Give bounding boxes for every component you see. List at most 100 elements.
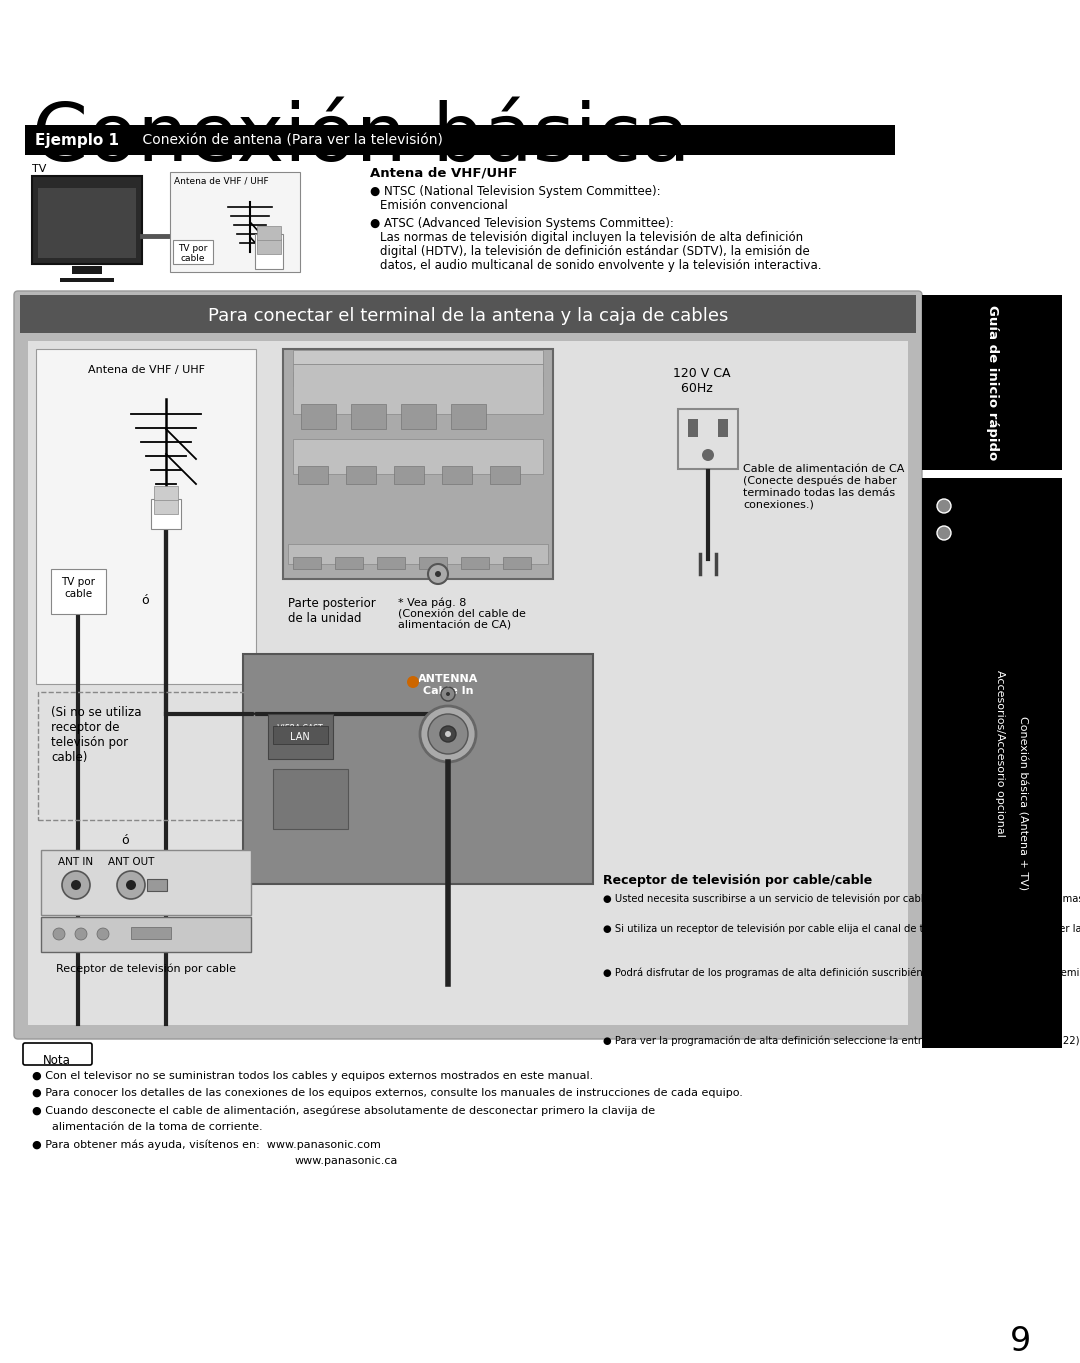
Bar: [72, 266, 102, 274]
Bar: [25, 125, 895, 155]
Circle shape: [428, 564, 448, 583]
Text: Nota: Nota: [43, 1054, 71, 1067]
Bar: [154, 499, 178, 514]
Text: Parte posterior
de la unidad: Parte posterior de la unidad: [288, 597, 376, 626]
Text: Las normas de televisión digital incluyen la televisión de alta definición: Las normas de televisión digital incluye…: [380, 230, 804, 244]
Circle shape: [407, 676, 419, 688]
Bar: [301, 403, 336, 429]
Bar: [293, 350, 543, 364]
Bar: [377, 557, 405, 568]
Text: Receptor de televisión por cable: Receptor de televisión por cable: [56, 964, 237, 975]
Bar: [131, 927, 171, 939]
Text: ● Usted necesita suscribirse a un servicio de televisión por cable para poder ve: ● Usted necesita suscribirse a un servic…: [603, 894, 1080, 905]
Bar: [173, 240, 213, 264]
Text: alimentación de la toma de corriente.: alimentación de la toma de corriente.: [52, 1122, 262, 1133]
Circle shape: [702, 448, 714, 461]
Bar: [268, 714, 333, 759]
Text: Conexión básica: Conexión básica: [32, 99, 690, 179]
Text: www.panasonic.ca: www.panasonic.ca: [295, 1156, 399, 1165]
Text: ● ATSC (Advanced Television Systems Committee):: ● ATSC (Advanced Television Systems Comm…: [370, 217, 674, 230]
Bar: [21, 294, 916, 333]
Circle shape: [441, 687, 455, 701]
FancyBboxPatch shape: [14, 290, 922, 1039]
Text: ● Para ver la programación de alta definición seleccione la entrada de vídeo cor: ● Para ver la programación de alta defin…: [603, 1036, 1080, 1047]
Bar: [451, 403, 486, 429]
FancyBboxPatch shape: [23, 1043, 92, 1065]
Text: TV: TV: [32, 164, 46, 174]
Circle shape: [440, 726, 456, 741]
Bar: [293, 364, 543, 414]
Bar: [243, 654, 593, 885]
Bar: [273, 769, 348, 829]
Text: Accesorios/Accesorio opcional: Accesorios/Accesorio opcional: [995, 669, 1005, 837]
Text: Antena de VHF / UHF: Antena de VHF / UHF: [174, 177, 269, 185]
Bar: [257, 239, 281, 254]
Bar: [38, 692, 254, 821]
Circle shape: [97, 928, 109, 940]
Text: digital (HDTV), la televisión de definición estándar (SDTV), la emisión de: digital (HDTV), la televisión de definic…: [380, 245, 810, 258]
Bar: [36, 349, 256, 684]
Text: ● Con el televisor no se suministran todos los cables y equipos externos mostrad: ● Con el televisor no se suministran tod…: [32, 1071, 593, 1081]
Bar: [351, 403, 386, 429]
Text: * Vea pág. 8
(Conexión del cable de
alimentación de CA): * Vea pág. 8 (Conexión del cable de alim…: [399, 597, 526, 631]
Text: Cable de alimentación de CA
(Conecte después de haber
terminado todas las demás
: Cable de alimentación de CA (Conecte des…: [743, 463, 904, 510]
Bar: [38, 188, 136, 258]
Text: Receptor de televisión por cable/cable: Receptor de televisión por cable/cable: [603, 874, 873, 887]
Bar: [298, 466, 328, 484]
Bar: [346, 466, 376, 484]
Bar: [394, 466, 424, 484]
Bar: [147, 879, 167, 891]
Text: ANT OUT: ANT OUT: [108, 857, 154, 867]
Circle shape: [445, 731, 451, 737]
Circle shape: [937, 499, 951, 512]
Bar: [154, 487, 178, 500]
Text: ANT IN: ANT IN: [58, 857, 94, 867]
Text: 9: 9: [1010, 1325, 1030, 1358]
Text: ó: ó: [141, 594, 149, 607]
Bar: [678, 409, 738, 469]
Circle shape: [53, 928, 65, 940]
Bar: [419, 557, 447, 568]
Bar: [170, 172, 300, 273]
Text: ● Cuando desconecte el cable de alimentación, asegúrese absolutamente de descone: ● Cuando desconecte el cable de alimenta…: [32, 1105, 656, 1115]
Bar: [60, 278, 114, 282]
Text: ANTENNA
Cable In: ANTENNA Cable In: [418, 673, 478, 695]
Bar: [293, 372, 543, 386]
Bar: [288, 544, 548, 564]
Bar: [401, 403, 436, 429]
Bar: [151, 499, 181, 529]
Text: VIERA CAST: VIERA CAST: [278, 724, 323, 733]
Bar: [293, 439, 543, 474]
Text: ó: ó: [121, 834, 129, 846]
Bar: [28, 341, 908, 1025]
Bar: [922, 478, 1062, 1048]
Text: LAN: LAN: [291, 732, 310, 741]
Text: ● Para obtener más ayuda, visítenos en:  www.panasonic.com: ● Para obtener más ayuda, visítenos en: …: [32, 1139, 381, 1149]
Text: Antena de VHF / UHF: Antena de VHF / UHF: [87, 365, 204, 375]
Bar: [41, 917, 251, 951]
Text: Antena de VHF/UHF: Antena de VHF/UHF: [370, 168, 517, 180]
Text: ● Para conocer los detalles de las conexiones de los equipos externos, consulte : ● Para conocer los detalles de las conex…: [32, 1088, 743, 1099]
Text: (Si no se utiliza
receptor de
televisón por
cable): (Si no se utiliza receptor de televisón …: [51, 706, 141, 765]
Circle shape: [428, 714, 468, 754]
Bar: [293, 557, 321, 568]
Bar: [688, 418, 698, 438]
Text: ● Si utiliza un receptor de televisión por cable elija el canal de televisión CH: ● Si utiliza un receptor de televisión p…: [603, 924, 1080, 935]
Bar: [32, 176, 141, 264]
Circle shape: [71, 880, 81, 890]
Bar: [461, 557, 489, 568]
Circle shape: [117, 871, 145, 900]
Bar: [283, 349, 553, 579]
Circle shape: [126, 880, 136, 890]
Text: Emisión convencional: Emisión convencional: [380, 199, 508, 213]
Circle shape: [937, 526, 951, 540]
Text: ● NTSC (National Television System Committee):: ● NTSC (National Television System Commi…: [370, 185, 661, 198]
Bar: [922, 294, 1062, 470]
Circle shape: [420, 706, 476, 762]
Text: Guía de inicio rápido: Guía de inicio rápido: [986, 305, 999, 461]
Text: ● Podrá disfrutar de los programas de alta definición suscribiéndose a los servi: ● Podrá disfrutar de los programas de al…: [603, 966, 1080, 977]
Text: 120 V CA
  60Hz: 120 V CA 60Hz: [673, 367, 730, 395]
Bar: [51, 568, 106, 613]
Circle shape: [75, 928, 87, 940]
Bar: [442, 466, 472, 484]
